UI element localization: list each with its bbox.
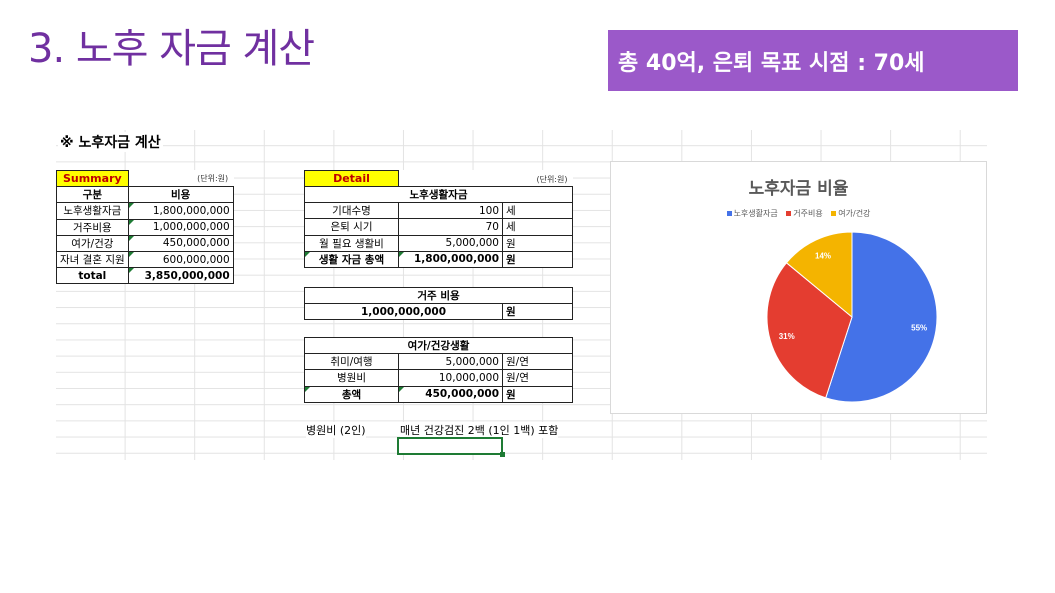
summary-col-category[interactable]: 구분 [56, 186, 129, 204]
slide-title: 3. 노후 자금 계산 [28, 26, 315, 72]
chart-legend: 노후생활자금 거주비용 여가/건강 [611, 208, 986, 219]
living-funds-table: 노후생활자금 기대수명 100 세 은퇴 시기 70 세 월 필요 생활비 5,… [304, 185, 573, 268]
leisure-row-value[interactable]: 5,000,000 [398, 353, 503, 371]
pie-data-label: 31% [779, 332, 795, 341]
table-row: total 3,850,000,000 [56, 267, 234, 285]
summary-col-cost[interactable]: 비용 [127, 186, 234, 204]
housing-value[interactable]: 1,000,000,000 [304, 303, 503, 321]
leisure-header[interactable]: 여가/건강생활 [304, 336, 573, 355]
living-row-name[interactable]: 월 필요 생활비 [304, 234, 399, 252]
leisure-health-table: 여가/건강생활 취미/여행 5,000,000 원/연 병원비 10,000,0… [304, 336, 573, 403]
leisure-total-name[interactable]: 총액 [304, 385, 399, 403]
pie-data-label: 14% [815, 251, 831, 260]
legend-item: 노후생활자금 [726, 208, 778, 219]
pie-slice-1[interactable] [825, 231, 938, 403]
pie-slice-2[interactable] [766, 262, 853, 399]
sheet-title: ※ 노후자금 계산 [58, 132, 163, 152]
living-total-unit[interactable]: 원 [502, 250, 573, 268]
legend-swatch [726, 211, 732, 216]
pie-data-label: 55% [911, 324, 927, 333]
table-row: 1,000,000,000 원 [304, 303, 573, 321]
legend-label: 노후생활자금 [733, 209, 778, 218]
legend-swatch [786, 211, 792, 216]
detail-unit: (단위:원) [534, 174, 570, 184]
leisure-row-name[interactable]: 취미/여행 [304, 353, 399, 371]
summary-label[interactable]: Summary [56, 169, 129, 188]
detail-header: Detail (단위:원) [304, 169, 573, 188]
legend-item: 거주비용 [786, 208, 823, 219]
summary-row-value[interactable]: 1,000,000,000 [127, 218, 234, 236]
goal-banner: 총 40억, 은퇴 목표 시점 : 70세 [608, 30, 1018, 91]
living-row-name[interactable]: 은퇴 시기 [304, 218, 399, 236]
living-row-value[interactable]: 70 [398, 218, 503, 236]
summary-row-name[interactable]: 여가/건강 [56, 234, 129, 252]
living-row-unit[interactable]: 세 [502, 202, 573, 220]
legend-item: 여가/건강 [831, 208, 870, 219]
living-row-unit[interactable]: 세 [502, 218, 573, 236]
pie-canvas: 55% 31% 14% [766, 231, 938, 403]
table-row: 월 필요 생활비 5,000,000 원 [304, 234, 573, 252]
leisure-row-unit[interactable]: 원/연 [502, 369, 573, 387]
summary-row-name[interactable]: 거주비용 [56, 218, 129, 236]
note-text-cell[interactable]: 매년 건강검진 2백 (1인 1백) 포함 [400, 422, 559, 438]
summary-unit: (단위:원) [195, 174, 231, 184]
table-row: 총액 450,000,000 원 [304, 385, 573, 403]
legend-label: 거주비용 [793, 209, 823, 218]
selected-cell[interactable] [397, 437, 505, 457]
housing-table: 거주 비용 1,000,000,000 원 [304, 286, 573, 321]
leisure-total-unit[interactable]: 원 [502, 385, 573, 403]
table-row: 자녀 결혼 지원 600,000,000 [56, 250, 234, 269]
detail-label[interactable]: Detail [304, 169, 399, 188]
legend-label: 여가/건강 [838, 209, 871, 218]
living-total-name[interactable]: 생활 자금 총액 [304, 250, 399, 268]
table-row: 생활 자금 총액 1,800,000,000 원 [304, 250, 573, 268]
chart-title: 노후자금 비율 [748, 179, 849, 199]
leisure-total-value[interactable]: 450,000,000 [398, 385, 503, 403]
living-row-unit[interactable]: 원 [502, 234, 573, 252]
housing-unit[interactable]: 원 [502, 303, 573, 321]
summary-total-label[interactable]: total [56, 267, 129, 285]
living-row-name[interactable]: 기대수명 [304, 202, 399, 220]
summary-row-value[interactable]: 450,000,000 [127, 234, 234, 252]
summary-row-name[interactable]: 노후생활자금 [56, 202, 129, 220]
summary-table: Summary (단위:원) 구분 비용 노후생활자금 1,800,000,00… [56, 169, 234, 285]
summary-row-name[interactable]: 자녀 결혼 지원 [56, 250, 129, 269]
table-row: 은퇴 시기 70 세 [304, 218, 573, 236]
pie-slice-3[interactable] [785, 231, 853, 319]
summary-total-value[interactable]: 3,850,000,000 [127, 267, 234, 285]
table-row: 병원비 10,000,000 원/연 [304, 369, 573, 387]
living-row-value[interactable]: 5,000,000 [398, 234, 503, 252]
leisure-row-value[interactable]: 10,000,000 [398, 369, 503, 387]
leisure-row-name[interactable]: 병원비 [304, 369, 399, 387]
summary-row-value[interactable]: 600,000,000 [127, 250, 234, 269]
summary-row-value[interactable]: 1,800,000,000 [127, 202, 234, 220]
housing-header[interactable]: 거주 비용 [304, 286, 573, 305]
table-row: 여가/건강 450,000,000 [56, 234, 234, 252]
living-funds-header[interactable]: 노후생활자금 [304, 185, 573, 204]
living-total-value[interactable]: 1,800,000,000 [398, 250, 503, 268]
note-label-cell[interactable]: 병원비 (2인) [306, 422, 366, 438]
legend-swatch [831, 211, 837, 216]
table-row: 노후생활자금 1,800,000,000 [56, 202, 234, 220]
table-row: 취미/여행 5,000,000 원/연 [304, 353, 573, 371]
table-row: 거주비용 1,000,000,000 [56, 218, 234, 236]
table-row: 기대수명 100 세 [304, 202, 573, 220]
leisure-row-unit[interactable]: 원/연 [502, 353, 573, 371]
pie-chart[interactable]: 노후자금 비율 노후생활자금 거주비용 여가/건강 55% 31% 14% [610, 161, 987, 414]
living-row-value[interactable]: 100 [398, 202, 503, 220]
